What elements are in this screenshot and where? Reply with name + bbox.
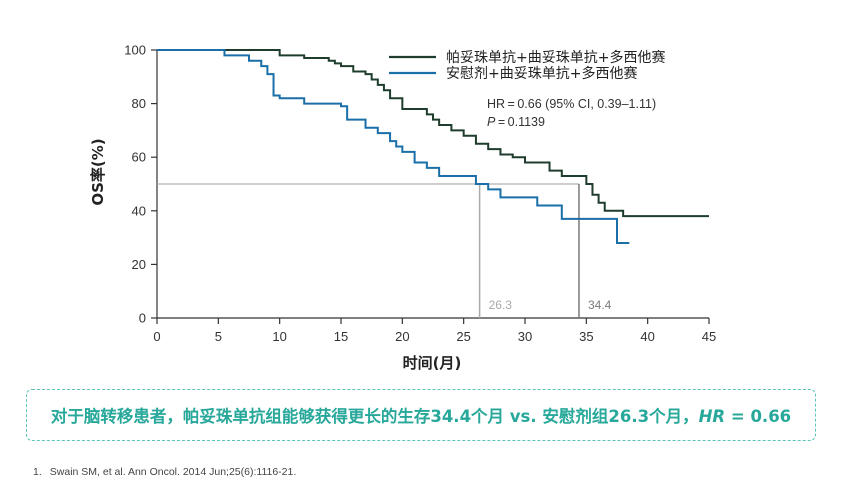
legend-label: 帕妥珠单抗+曲妥珠单抗+多西他赛 [446, 49, 665, 66]
y-tick-label: 60 [132, 150, 146, 165]
stat-annotation: HR = 0.66 (95% CI, 0.39–1.11) P = 0.1139 [487, 97, 656, 129]
legend-label: 安慰剂+曲妥珠单抗+多西他赛 [446, 65, 637, 82]
p-label: P [487, 115, 496, 129]
x-tick-label: 10 [272, 329, 286, 344]
summary-hr-label: HR [698, 407, 726, 426]
y-tick-label: 100 [124, 43, 146, 58]
y-tick-label: 40 [132, 203, 146, 218]
median-value-label: 26.3 [489, 298, 513, 312]
x-tick-label: 35 [579, 329, 593, 344]
survival-curves [157, 49, 709, 244]
y-axis-title: OS率(%) [89, 138, 107, 205]
summary-callout: 对于脑转移患者，帕妥珠单抗组能够获得更长的生存34.4个月 vs. 安慰剂组26… [26, 389, 816, 441]
p-value: = 0.1139 [495, 115, 545, 129]
chart-axes: 0 20 40 60 80 100 0 5 10 15 20 25 30 35 40 45 [124, 43, 716, 345]
summary-text: 对于脑转移患者，帕妥珠单抗组能够获得更长的生存34.4个月 vs. 安慰剂组26… [50, 407, 699, 426]
summary-hr-value: = 0.66 [725, 407, 792, 426]
x-tick-label: 45 [702, 329, 716, 344]
x-tick-label: 25 [456, 329, 470, 344]
summary-statement: 对于脑转移患者，帕妥珠单抗组能够获得更长的生存34.4个月 vs. 安慰剂组26… [51, 403, 791, 427]
footnote-text: Swain SM, et al. Ann Oncol. 2014 Jun;25(… [49, 466, 297, 478]
y-tick-label: 20 [132, 257, 146, 272]
median-value-label: 34.4 [588, 298, 612, 312]
footnote-number: 1. [33, 466, 42, 478]
x-tick-label: 0 [153, 329, 160, 344]
placebo-survival-curve [157, 49, 630, 244]
x-tick-label: 40 [640, 329, 654, 344]
hr-annotation: HR = 0.66 (95% CI, 0.39–1.11) [487, 97, 656, 111]
x-axis-title: 时间(月) [403, 354, 462, 372]
x-tick-label: 5 [215, 329, 222, 344]
median-guides: 26.3 34.4 [157, 183, 612, 318]
y-tick-label: 80 [132, 96, 146, 111]
p-annotation: P = 0.1139 [487, 115, 545, 129]
reference-footnote: 1. Swain SM, et al. Ann Oncol. 2014 Jun;2… [33, 466, 296, 478]
x-tick-label: 15 [334, 329, 348, 344]
pertuzumab-survival-curve [157, 49, 709, 218]
x-tick-label: 20 [395, 329, 409, 344]
x-tick-label: 30 [518, 329, 532, 344]
y-tick-label: 0 [139, 311, 146, 326]
